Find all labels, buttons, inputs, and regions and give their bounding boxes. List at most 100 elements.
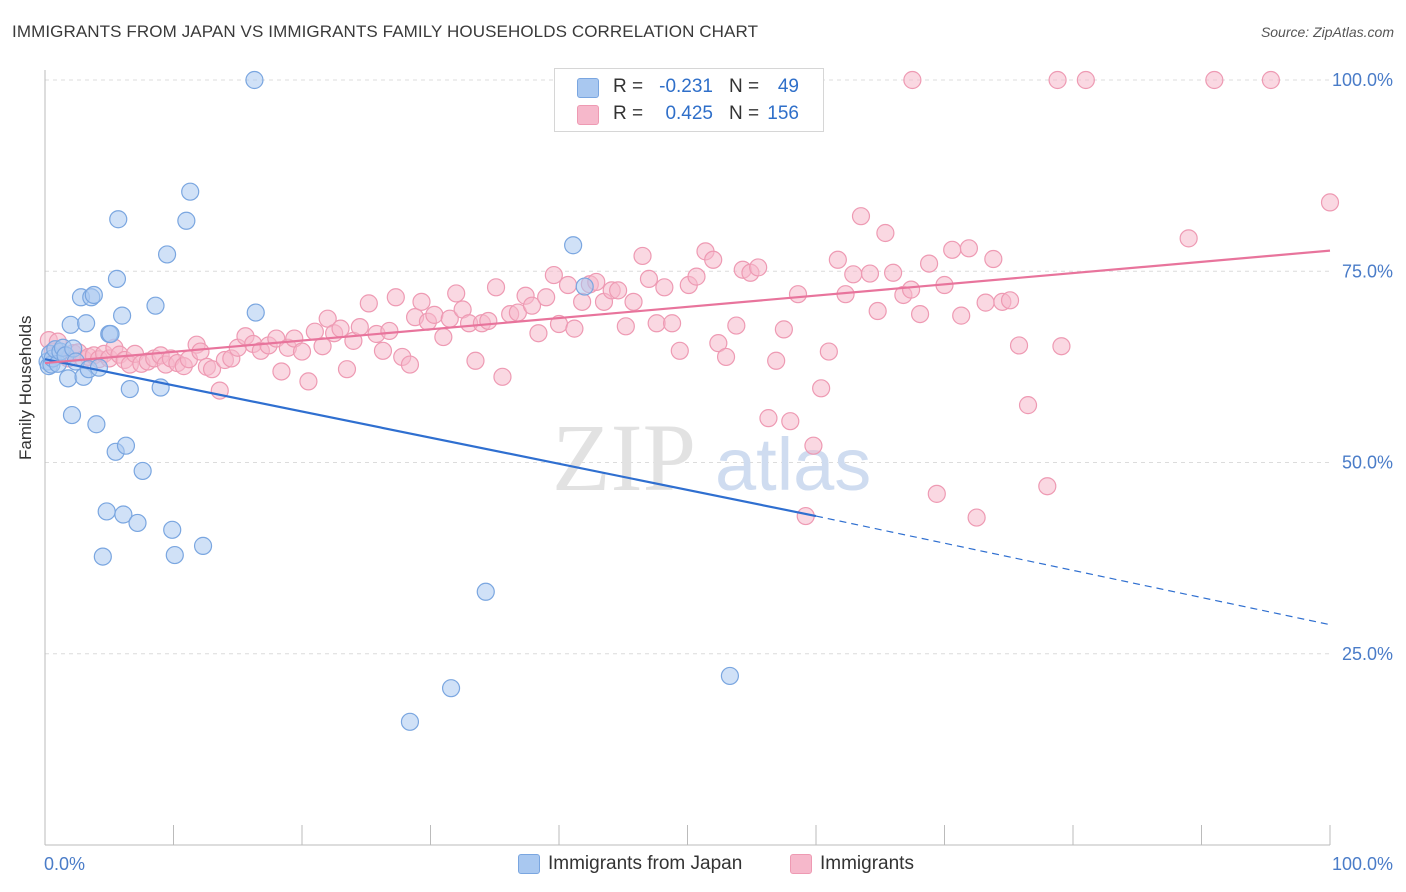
immigrants-point <box>670 341 689 360</box>
immigrants-point <box>927 484 946 503</box>
immigrants-point <box>299 372 318 391</box>
immigrants-point <box>486 278 506 297</box>
immigrants-point <box>976 293 995 312</box>
immigrants-point <box>380 321 399 341</box>
bottom-legend: Immigrants from Japan Immigrants <box>0 852 1406 878</box>
immigrants-point <box>704 250 723 269</box>
immigrants-point <box>331 319 350 338</box>
japan-point <box>133 461 152 481</box>
immigrants-point <box>1179 229 1198 248</box>
immigrants-point <box>573 292 592 311</box>
immigrants-point <box>529 324 548 343</box>
n-value: 49 <box>777 76 799 97</box>
r-label: R = <box>613 103 644 124</box>
immigrants-point <box>819 342 838 361</box>
r-value: 0.425 <box>665 103 713 124</box>
immigrants-point <box>633 246 652 266</box>
immigrants-point <box>919 254 939 273</box>
japan-point <box>87 415 106 434</box>
immigrants-point <box>851 207 871 226</box>
legend-row-immigrants: R = 0.425 N = 156 <box>555 101 823 127</box>
y-tick-label: 75.0% <box>1342 261 1393 281</box>
immigrants-point <box>901 280 921 299</box>
n-value: 156 <box>767 103 799 124</box>
r-value: -0.231 <box>659 76 713 97</box>
immigrants-point <box>959 239 979 258</box>
y-tick-label: 25.0% <box>1342 644 1393 664</box>
immigrants-point <box>984 249 1003 269</box>
immigrants-point <box>272 362 291 381</box>
japan-point <box>109 210 128 229</box>
immigrants-point <box>788 285 808 304</box>
watermark-atlas: atlas <box>715 423 871 506</box>
immigrants-point <box>662 314 682 333</box>
immigrants-point <box>812 379 831 398</box>
immigrants-point <box>537 288 556 307</box>
immigrants-point <box>191 342 210 361</box>
immigrants-swatch <box>790 854 812 874</box>
immigrants-point <box>967 508 986 527</box>
immigrants-point <box>774 320 793 339</box>
immigrants-point <box>479 311 498 331</box>
japan-point <box>61 315 80 334</box>
japan-swatch <box>577 78 599 98</box>
japan-point <box>177 211 196 230</box>
immigrants-point <box>522 296 542 315</box>
immigrants-point <box>655 278 674 297</box>
immigrants-point <box>749 258 768 277</box>
japan-point <box>97 502 116 521</box>
immigrants-point <box>359 294 378 313</box>
immigrants-point <box>1076 70 1095 90</box>
immigrants-point <box>639 269 659 288</box>
japan-point <box>441 679 461 698</box>
japan-point <box>246 303 265 322</box>
immigrants-point <box>687 267 706 286</box>
immigrants-point <box>767 351 786 370</box>
japan-point <box>165 545 184 565</box>
r-label: R = <box>613 76 644 97</box>
japan-point <box>112 306 132 325</box>
japan-point <box>93 547 112 566</box>
immigrants-point <box>558 275 578 295</box>
immigrants-point <box>1000 291 1020 310</box>
immigrants-point <box>624 292 643 311</box>
immigrants-point <box>883 263 903 282</box>
japan-point <box>245 70 264 90</box>
n-label: N = <box>729 103 760 124</box>
immigrants-point <box>860 264 880 283</box>
immigrants-point <box>910 304 930 324</box>
immigrants-point <box>1048 70 1067 90</box>
legend-label: Immigrants <box>820 853 914 874</box>
immigrants-point <box>844 265 863 284</box>
immigrants-point <box>493 367 512 386</box>
immigrants-point <box>1205 70 1224 90</box>
immigrants-point <box>466 351 485 370</box>
japan-swatch <box>518 854 540 874</box>
immigrants-point <box>1052 337 1071 356</box>
immigrants-point <box>609 281 628 300</box>
immigrants-point <box>876 223 895 243</box>
immigrants-point <box>903 70 922 90</box>
immigrants-point <box>868 301 887 321</box>
n-label: N = <box>729 76 760 97</box>
y-axis-label: Family Households <box>16 315 35 460</box>
immigrants-point <box>292 342 312 361</box>
japan-point <box>107 269 127 288</box>
immigrants-point <box>565 319 584 338</box>
immigrants-point <box>447 284 466 303</box>
immigrants-point <box>1038 477 1057 496</box>
japan-point <box>157 245 177 264</box>
japan-point <box>476 582 495 601</box>
immigrants-point <box>373 341 393 360</box>
japan-point <box>564 236 583 255</box>
japan-point <box>128 513 147 533</box>
immigrants-point <box>1261 70 1280 90</box>
legend-label: Immigrants from Japan <box>548 853 743 874</box>
japan-point <box>101 324 120 344</box>
immigrants-point <box>727 316 746 335</box>
immigrants-swatch <box>577 105 599 125</box>
japan-point <box>77 314 96 333</box>
immigrants-point <box>943 240 962 259</box>
japan-point <box>400 712 420 731</box>
